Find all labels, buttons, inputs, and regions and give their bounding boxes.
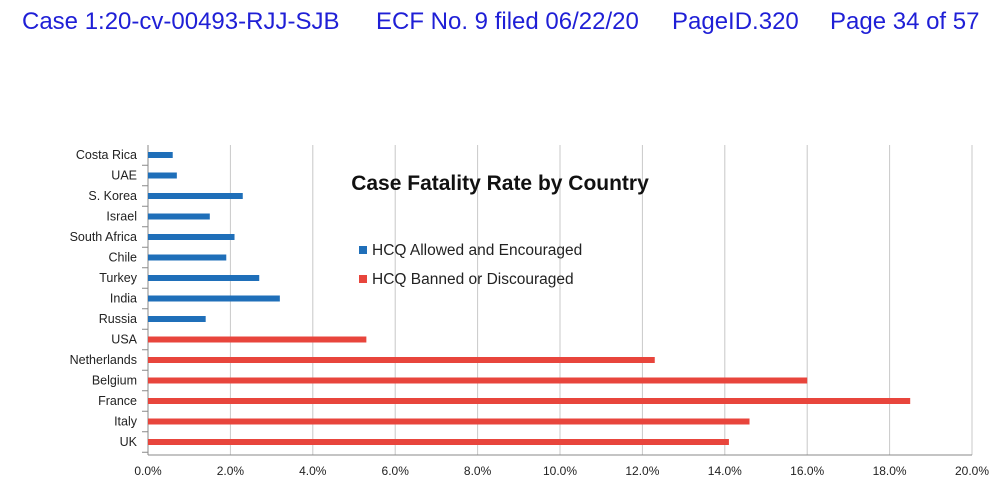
category-label: South Africa [70,230,137,244]
bar [148,357,655,363]
bar [148,377,808,384]
x-tick-label: 18.0% [873,464,907,478]
bar [148,172,177,179]
legend-swatch [359,246,367,254]
category-labels: Costa Rica UAE S. Korea Israel South Africa C… [70,148,138,449]
x-tick-labels: 0.0% 2.0% 4.0% 6.0% 8.0% 10.0% 12.0% 14.0% 16.0%… [134,464,989,478]
category-label: Chile [109,251,138,265]
bar [148,152,173,158]
category-label: Belgium [92,374,137,388]
ecf-filing: ECF No. 9 filed 06/22/20 [376,8,639,35]
document-header: Case 1:20-cv-00493-RJJ-SJB ECF No. 9 fil… [0,2,1001,42]
x-tick-label: 16.0% [790,464,824,478]
x-tick-label: 0.0% [134,464,162,478]
x-tick-label: 2.0% [217,464,245,478]
category-label: Costa Rica [76,148,137,162]
category-label: Russia [99,312,137,326]
case-number: Case 1:20-cv-00493-RJJ-SJB [22,8,340,35]
legend-label: HCQ Allowed and Encouraged [372,242,582,259]
category-label: Italy [114,415,138,429]
category-label: France [98,394,137,408]
x-tick-label: 6.0% [382,464,410,478]
page-id: PageID.320 [672,8,799,35]
bar [148,295,280,302]
x-tick-label: 10.0% [543,464,577,478]
bar [148,398,911,404]
category-label: Turkey [99,271,137,285]
bar [148,336,367,343]
legend-label: HCQ Banned or Discouraged [372,271,574,288]
category-label: UAE [111,169,137,183]
x-tick-label: 4.0% [299,464,327,478]
category-label: USA [111,333,137,347]
chart-title: Case Fatality Rate by Country [351,172,649,195]
category-label: S. Korea [88,189,137,203]
category-label: India [110,292,137,306]
legend: HCQ Allowed and Encouraged HCQ Banned or … [359,242,582,288]
bar [148,193,243,199]
x-tick-label: 8.0% [464,464,492,478]
bar [148,213,210,220]
bar [148,418,750,425]
category-label: UK [120,435,138,449]
bar [148,316,206,322]
page-number: Page 34 of 57 [830,8,980,35]
bars [148,152,911,445]
bar [148,439,729,445]
bar [148,234,235,240]
legend-swatch [359,275,367,283]
x-tick-label: 12.0% [625,464,659,478]
x-tick-label: 20.0% [955,464,989,478]
bar [148,254,227,261]
bar [148,275,260,281]
category-label: Netherlands [70,353,137,367]
x-tick-label: 14.0% [708,464,742,478]
category-label: Israel [106,210,137,224]
